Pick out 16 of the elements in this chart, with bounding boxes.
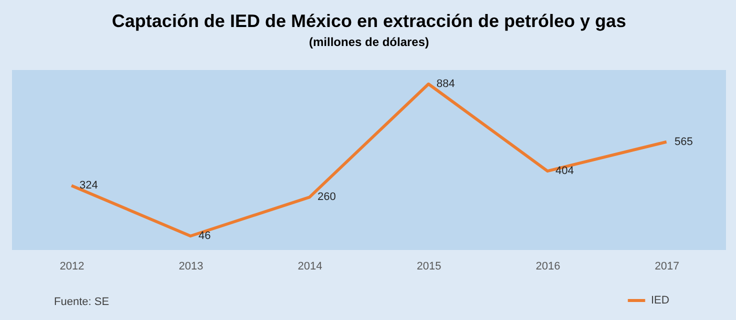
source-note: Fuente: SE [54,296,110,308]
data-label: 46 [198,230,211,242]
x-tick-label: 2015 [416,260,442,272]
x-tick-label: 2012 [60,260,84,272]
x-tick-label: 2016 [536,260,560,272]
data-label: 324 [80,180,98,192]
x-tick-label: 2014 [298,260,322,272]
chart-title: Captación de IED de México en extracción de petróleo y gas [112,11,626,31]
data-label: 565 [674,136,693,148]
chart-subtitle: (millones de dólares) [308,35,430,49]
data-label: 260 [318,191,336,204]
data-label: 884 [436,78,455,90]
x-tick-label: 2013 [178,260,204,272]
data-label: 404 [556,165,574,178]
x-tick-label: 2017 [654,260,680,272]
legend-label: IED [651,294,670,306]
